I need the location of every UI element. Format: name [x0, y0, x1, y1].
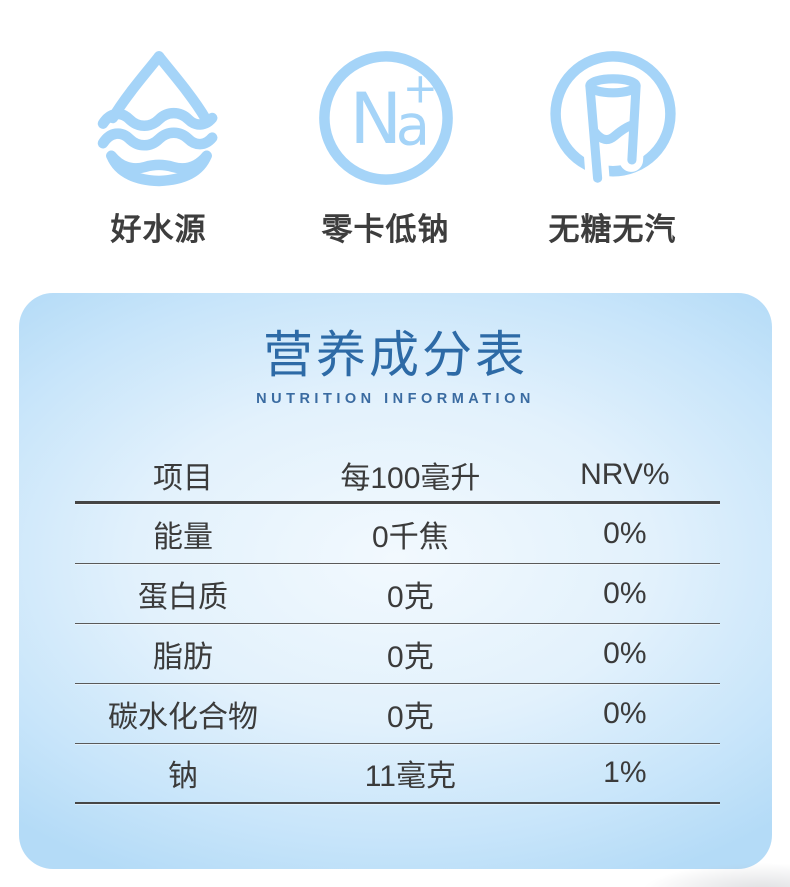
nutrition-card: 营养成分表 NUTRITION INFORMATION 项目 每100毫升 NR…: [19, 293, 772, 869]
feature-no-sugar: 无糖无汽: [499, 48, 726, 249]
row-label: 钠: [168, 760, 199, 793]
row-label: 蛋白质: [138, 580, 229, 614]
feature-label: 无糖无汽: [548, 212, 677, 247]
header-item: 项目: [153, 461, 214, 495]
table-row-sodium: 钠 11毫克 1%: [75, 744, 720, 804]
header-nrv: NRV%: [580, 457, 670, 491]
feature-label: 零卡低钠: [321, 212, 450, 247]
row-label: 能量: [153, 520, 214, 554]
feature-label: 好水源: [110, 212, 207, 247]
row-amount: 0千焦: [372, 520, 449, 554]
row-amount: 0克: [387, 700, 434, 734]
row-nrv: 0%: [603, 576, 647, 610]
feature-low-sodium: N a + 零卡低钠: [272, 48, 499, 249]
svg-text:N: N: [349, 78, 401, 160]
row-amount: 0克: [387, 580, 434, 614]
cup-icon: [543, 48, 683, 188]
row-label: 碳水化合物: [108, 700, 259, 734]
nutrition-subtitle: NUTRITION INFORMATION: [256, 391, 535, 407]
next-section-shadow: [600, 861, 790, 887]
nutrition-title: 营养成分表: [263, 327, 528, 383]
sodium-na-icon: N a +: [316, 48, 456, 188]
header-per-100ml: 每100毫升: [340, 461, 481, 495]
feature-water-source: 好水源: [45, 48, 272, 249]
table-row-fat: 脂肪 0克 0%: [75, 624, 720, 684]
row-nrv: 1%: [603, 756, 647, 789]
table-row-protein: 蛋白质 0克 0%: [75, 564, 720, 624]
table-row-carbohydrate: 碳水化合物 0克 0%: [75, 684, 720, 744]
row-amount: 11毫克: [364, 760, 456, 793]
nutrition-table-header: 项目 每100毫升 NRV%: [75, 448, 720, 504]
water-drop-icon: [89, 48, 229, 188]
nutrition-table: 项目 每100毫升 NRV% 能量 0千焦 0% 蛋白质 0克 0% 脂肪 0克…: [75, 448, 720, 804]
row-nrv: 0%: [603, 636, 647, 670]
svg-text:+: +: [402, 64, 437, 113]
feature-row: 好水源 N a + 零卡低钠: [45, 48, 726, 249]
row-label: 脂肪: [153, 640, 214, 674]
row-nrv: 0%: [603, 516, 647, 550]
table-row-energy: 能量 0千焦 0%: [75, 504, 720, 564]
row-nrv: 0%: [603, 696, 647, 730]
svg-text:a: a: [395, 94, 429, 159]
row-amount: 0克: [387, 640, 434, 674]
